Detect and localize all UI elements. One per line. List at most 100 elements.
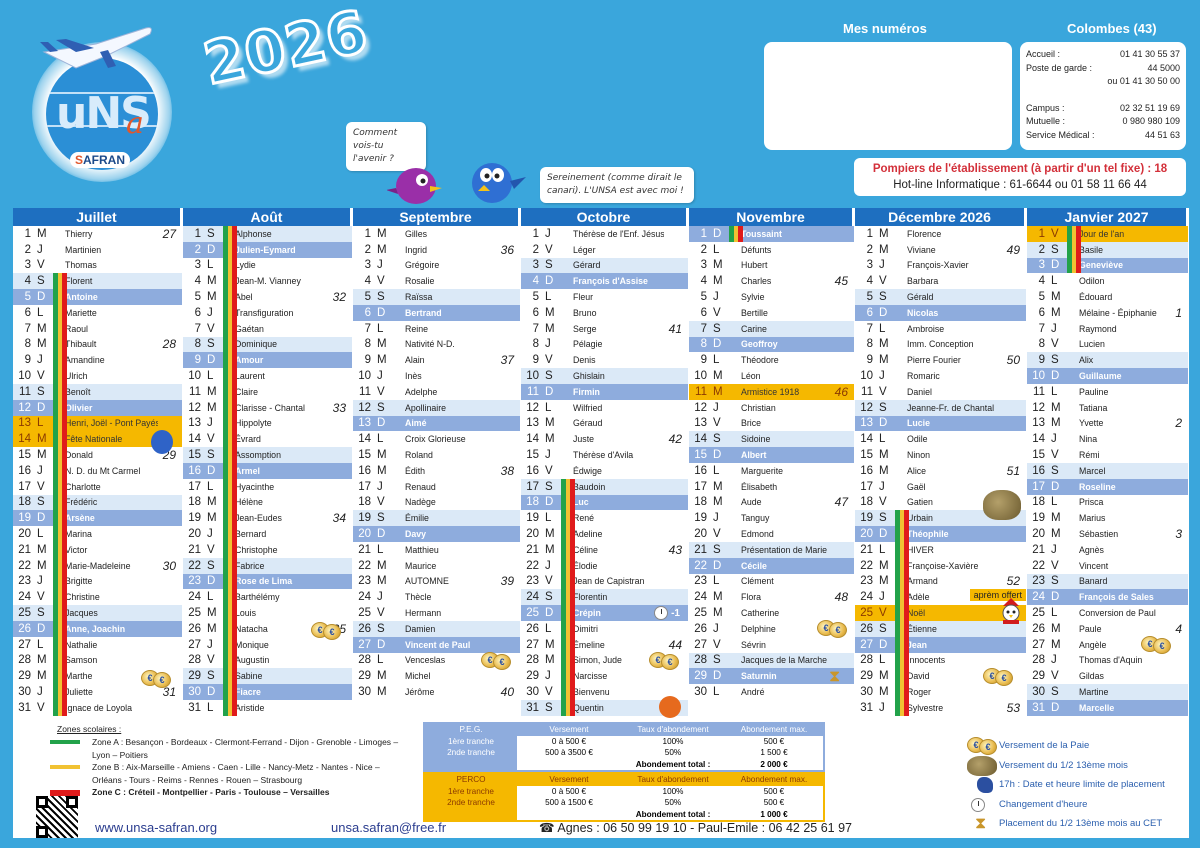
day-of-week: V bbox=[1051, 227, 1059, 240]
coins-icon: € € bbox=[141, 670, 175, 688]
day-of-week: L bbox=[37, 638, 44, 651]
saint-name: Gérard bbox=[573, 260, 601, 271]
day-row: 9 M Alain 37 bbox=[353, 352, 520, 368]
day-row: 18 M Aude 47 bbox=[689, 495, 854, 511]
day-of-week: J bbox=[879, 480, 885, 493]
saint-name: Conversion de Paul bbox=[1079, 608, 1156, 619]
saint-name: Pélagie bbox=[573, 339, 603, 350]
day-number: 27 bbox=[1032, 638, 1045, 651]
email-link[interactable]: unsa.safran@free.fr bbox=[331, 820, 447, 835]
day-row: 3 L Lydie bbox=[183, 258, 352, 274]
contact-row: ou 01 41 30 50 00 bbox=[1107, 76, 1180, 86]
saint-name: Apollinaire bbox=[405, 402, 447, 413]
day-of-week: V bbox=[377, 496, 385, 509]
day-of-week: V bbox=[713, 638, 721, 651]
saint-name: Bertille bbox=[741, 307, 768, 318]
week-number: 43 bbox=[668, 542, 682, 557]
saint-name: Alice bbox=[907, 465, 927, 476]
qr-code[interactable] bbox=[36, 796, 78, 838]
coins-icon: € € bbox=[983, 668, 1017, 686]
day-number: 1 bbox=[866, 227, 873, 240]
day-row: 22 J Élodie bbox=[521, 558, 688, 574]
day-of-week: V bbox=[207, 322, 215, 335]
day-row: 12 L Wilfried bbox=[521, 400, 688, 416]
day-of-week: J bbox=[37, 686, 43, 698]
school-holiday-bars bbox=[1067, 226, 1082, 274]
day-row: 10 D Guillaume bbox=[1027, 368, 1188, 384]
day-row: 8 M Thibault 28 bbox=[13, 337, 182, 353]
day-of-week: J bbox=[545, 338, 551, 351]
day-row: 3 M Hubert bbox=[689, 258, 854, 274]
day-row: 2 D Julien-Eymard bbox=[183, 241, 352, 258]
day-of-week: S bbox=[377, 622, 385, 635]
day-row: 29 D Saturnin bbox=[689, 668, 854, 685]
day-of-week: S bbox=[1051, 243, 1059, 256]
day-of-week: M bbox=[1051, 291, 1061, 304]
day-number: 29 bbox=[526, 670, 539, 683]
day-row: 6 M Mélaine - Épiphanie 1 bbox=[1027, 305, 1188, 321]
day-of-week: S bbox=[207, 559, 215, 572]
day-row: 27 J Monique bbox=[183, 637, 352, 653]
day-of-week: M bbox=[37, 543, 47, 556]
saint-name: Mélaine - Épiphanie bbox=[1079, 307, 1157, 318]
day-row: 15 M Ninon bbox=[855, 447, 1026, 463]
day-of-week: S bbox=[545, 480, 553, 493]
saint-name: Françoise-Xavière bbox=[907, 560, 979, 571]
saint-name: Thérèse d'Avila bbox=[573, 450, 634, 461]
day-number: 15 bbox=[1032, 449, 1045, 462]
week-number: 32 bbox=[332, 290, 346, 305]
day-of-week: M bbox=[545, 638, 555, 651]
saint-name: Thècle bbox=[405, 592, 432, 603]
day-number: 23 bbox=[18, 575, 31, 588]
day-of-week: J bbox=[879, 259, 885, 272]
website-link[interactable]: www.unsa-safran.org bbox=[95, 820, 218, 835]
day-of-week: S bbox=[545, 591, 553, 604]
day-number: 14 bbox=[18, 433, 31, 446]
day-row: 5 S Gérald bbox=[855, 289, 1026, 305]
day-of-week: S bbox=[377, 291, 385, 304]
day-row: 17 J Gaël bbox=[855, 479, 1026, 495]
day-row: 8 D Geoffroy bbox=[689, 336, 854, 353]
day-of-week: M bbox=[207, 622, 217, 635]
day-number: 22 bbox=[1032, 559, 1045, 572]
day-row: 28 V Augustin bbox=[183, 653, 352, 669]
saint-name: Christian bbox=[741, 402, 776, 413]
saint-name: Toussaint bbox=[741, 228, 782, 239]
zones-title: Zones scolaires : bbox=[57, 724, 122, 734]
saint-name: Viviane bbox=[907, 244, 936, 255]
day-row: 1 M Florence bbox=[855, 226, 1026, 242]
day-number: 26 bbox=[860, 622, 873, 635]
day-row: 7 L Reine bbox=[353, 321, 520, 337]
day-number: 17 bbox=[1032, 480, 1045, 493]
coins-icon: € € bbox=[817, 620, 851, 638]
day-of-week: V bbox=[37, 259, 45, 272]
day-of-week: J bbox=[207, 417, 213, 430]
day-number: 20 bbox=[694, 528, 707, 541]
saint-name: Aimé bbox=[405, 418, 427, 429]
saint-name: Léon bbox=[741, 371, 761, 382]
day-row: 8 J Pélagie bbox=[521, 337, 688, 353]
saint-name: Thierry bbox=[65, 228, 93, 239]
my-numbers-box[interactable] bbox=[764, 42, 1012, 150]
day-of-week: M bbox=[713, 370, 723, 383]
day-row: 1 M Gilles bbox=[353, 226, 520, 242]
day-row: 15 M Roland bbox=[353, 447, 520, 463]
day-of-week: D bbox=[207, 464, 216, 477]
day-number: 5 bbox=[1038, 291, 1045, 304]
saint-name: Jour de l'an bbox=[1079, 228, 1125, 239]
week-number: 52 bbox=[1006, 574, 1020, 589]
day-of-week: D bbox=[713, 559, 722, 572]
saint-name: Victor bbox=[65, 544, 88, 555]
day-row: 28 M Samson bbox=[13, 653, 182, 669]
day-row: 1 J Thérèse de l'Enf. Jésus bbox=[521, 226, 688, 242]
day-row: 11 V Adelphe bbox=[353, 384, 520, 400]
saint-name: Tanguy bbox=[741, 513, 770, 524]
saint-name: Nathalie bbox=[65, 639, 98, 650]
day-number: 31 bbox=[188, 701, 201, 714]
saint-name: Innocents bbox=[907, 655, 946, 666]
saint-name: Roseline bbox=[1079, 481, 1116, 492]
week-number: 44 bbox=[668, 637, 682, 652]
week-number: 51 bbox=[1006, 463, 1020, 478]
day-number: 11 bbox=[861, 385, 873, 398]
day-number: 20 bbox=[1032, 528, 1045, 541]
